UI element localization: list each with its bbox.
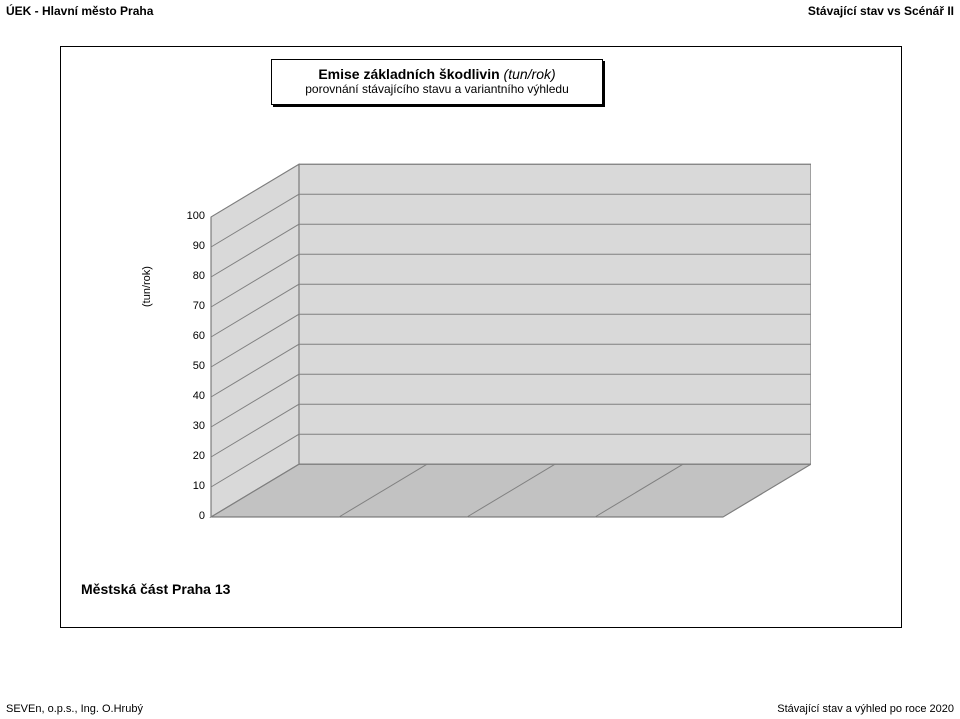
- title-box: Emise základních škodlivin (tun/rok) por…: [271, 59, 603, 105]
- y-tick: 70: [177, 300, 205, 312]
- y-tick: 30: [177, 420, 205, 432]
- district-label: Městská část Praha 13: [81, 581, 230, 597]
- y-tick: 40: [177, 390, 205, 402]
- footer-left: SEVEn, o.p.s., Ing. O.Hrubý: [6, 703, 143, 715]
- y-tick: 20: [177, 450, 205, 462]
- y-tick: 80: [177, 270, 205, 282]
- chart-area: 0 10 20 30 40 50 60 70 80 90 100: [171, 137, 811, 557]
- y-tick: 90: [177, 240, 205, 252]
- y-tick: 100: [177, 210, 205, 222]
- y-tick: 10: [177, 480, 205, 492]
- chart-card: Emise základních škodlivin (tun/rok) por…: [60, 46, 902, 628]
- y-tick: 50: [177, 360, 205, 372]
- header-left: ÚEK - Hlavní město Praha: [6, 4, 153, 18]
- title-unit: (tun/rok): [504, 66, 556, 82]
- chart-walls: [171, 137, 811, 557]
- title-sub: porovnání stávajícího stavu a variantníh…: [282, 82, 592, 96]
- header-right: Stávající stav vs Scénář II: [808, 4, 954, 18]
- footer-right: Stávající stav a výhled po roce 2020: [777, 703, 954, 715]
- title-main: Emise základních škodlivin: [318, 66, 499, 82]
- y-tick: 0: [177, 510, 205, 522]
- y-tick: 60: [177, 330, 205, 342]
- y-axis-label: (tun/rok): [141, 266, 153, 307]
